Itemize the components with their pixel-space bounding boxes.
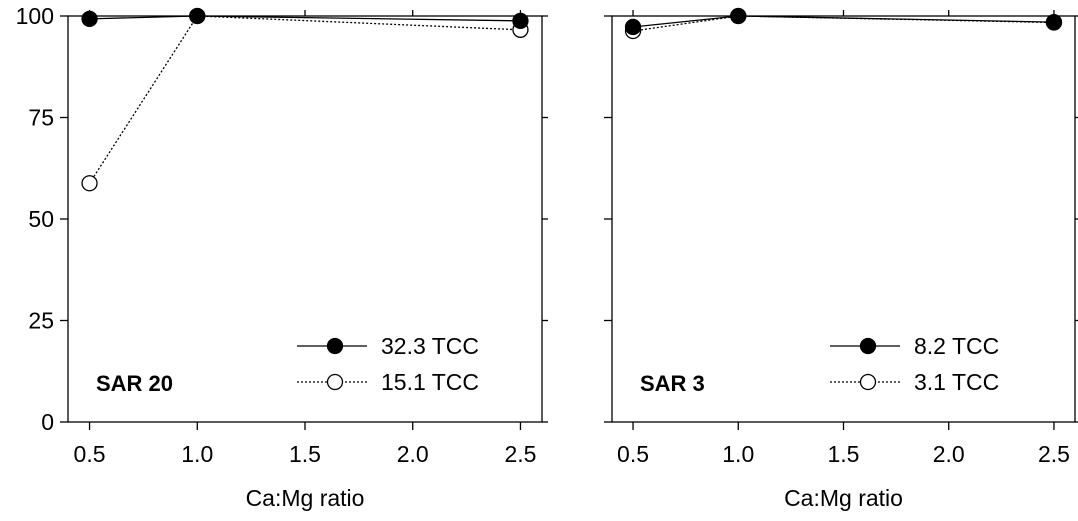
- chart-panel-sar-3: 0.5 1.0 1.5 2.0 2.5 Ca:Mg ratio SAR 3 8.2 TCC 3.…: [604, 7, 1078, 511]
- legend-marker-3-1-tcc: [859, 373, 877, 391]
- data-point-8-2-tcc: [624, 18, 642, 36]
- series-line-15-1-tcc: [88, 15, 521, 184]
- y-tick-label: 0: [41, 409, 54, 435]
- y-tick-label: 25: [28, 308, 54, 334]
- x-tick-label: 1.5: [289, 441, 321, 467]
- x-axis-title: Ca:Mg ratio: [246, 485, 365, 511]
- panel-label: SAR 20: [96, 371, 173, 396]
- panel-label: SAR 3: [640, 371, 705, 396]
- x-tick-label: 0.5: [617, 441, 649, 467]
- x-tick-label: 2.5: [1038, 441, 1070, 467]
- plot-frame: [67, 15, 543, 423]
- x-tick-label: 2.0: [397, 441, 429, 467]
- y-tick-label: 75: [28, 105, 54, 131]
- legend-label: 8.2 TCC: [914, 333, 999, 359]
- data-point-15-1-tcc: [81, 175, 98, 192]
- legend-label: 3.1 TCC: [914, 369, 999, 395]
- legend-marker-15-1-tcc: [326, 373, 344, 391]
- legend-label: 32.3 TCC: [381, 333, 479, 359]
- legend-marker-8-2-tcc: [859, 337, 877, 355]
- y-tick-label: 50: [28, 206, 54, 232]
- x-tick-label: 2.5: [504, 441, 536, 467]
- legend-label: 15.1 TCC: [381, 369, 479, 395]
- x-tick-label: 0.5: [74, 441, 106, 467]
- chart-panel-sar-20: 0.5 1.0 1.5 2.0 2.5 0 25 50 75 100 Ca:Mg ratio SAR …: [16, 3, 548, 511]
- x-tick-label: 1.0: [181, 441, 213, 467]
- x-tick-label: 1.0: [722, 441, 754, 467]
- x-axis-title: Ca:Mg ratio: [784, 485, 903, 511]
- plot-frame: [611, 15, 1076, 423]
- data-point-32-3-tcc: [189, 7, 206, 25]
- data-point-32-3-tcc: [512, 12, 529, 30]
- data-point-32-3-tcc: [81, 10, 98, 27]
- x-tick-label: 1.5: [828, 441, 860, 467]
- y-tick-label: 100: [16, 3, 54, 29]
- x-tick-label: 2.0: [933, 441, 965, 467]
- data-point-8-2-tcc: [730, 7, 747, 25]
- series-line-3-1-tcc: [632, 15, 1054, 32]
- legend-marker-32-3-tcc: [326, 337, 344, 355]
- data-point-8-2-tcc: [1045, 13, 1063, 31]
- series-line-32-3-tcc: [89, 15, 521, 22]
- series-line-8-2-tcc: [632, 15, 1054, 28]
